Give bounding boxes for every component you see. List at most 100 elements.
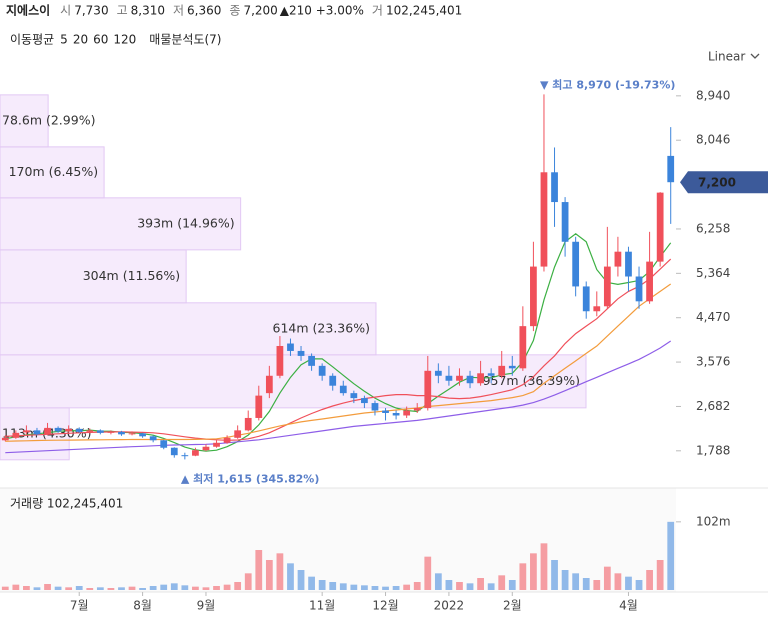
volume-bar bbox=[308, 576, 315, 590]
candle-body bbox=[139, 433, 146, 437]
candle-body bbox=[318, 365, 326, 376]
x-tick-label: 11월 bbox=[309, 599, 335, 613]
profile-label: 78.6m (2.99%) bbox=[2, 112, 95, 127]
volume-bar bbox=[382, 586, 389, 590]
candle-body bbox=[519, 326, 527, 369]
max-annotation: ▼ 최고 8,970 (-19.73%) bbox=[540, 77, 675, 91]
y-tick-label: 5,364 bbox=[696, 266, 730, 280]
candle-body bbox=[382, 410, 389, 413]
candle-body bbox=[508, 365, 516, 369]
volume-bar bbox=[329, 582, 337, 590]
header-label: 저 bbox=[173, 4, 184, 18]
y-tick-label: 8,940 bbox=[696, 88, 730, 102]
candle-body bbox=[413, 408, 421, 411]
volume-bar bbox=[466, 583, 474, 590]
candle-body bbox=[255, 395, 263, 418]
volume-bar bbox=[192, 586, 199, 590]
candle-body bbox=[403, 410, 411, 416]
volume-bar bbox=[434, 573, 442, 590]
legend-entry: 60 bbox=[93, 33, 108, 47]
volume-bar bbox=[1, 586, 9, 590]
volume-bar bbox=[593, 580, 601, 590]
volume-bar bbox=[139, 588, 146, 590]
profile-bar bbox=[0, 249, 187, 304]
volume-bar bbox=[582, 578, 590, 590]
volume-bar bbox=[477, 578, 484, 590]
volume-bar bbox=[54, 586, 62, 590]
volume-bar bbox=[646, 570, 653, 590]
volume-bar bbox=[508, 580, 516, 590]
volume-bar bbox=[265, 560, 273, 590]
y-tick-label: 4,470 bbox=[696, 310, 730, 324]
volume-bar bbox=[498, 575, 506, 590]
volume-bar bbox=[635, 580, 643, 590]
volume-bar bbox=[456, 582, 463, 590]
legend-title: 이동평균 bbox=[10, 33, 54, 47]
candle-body bbox=[86, 430, 94, 432]
candle-body bbox=[614, 251, 622, 267]
volume-bar bbox=[33, 587, 41, 590]
volume-bar bbox=[287, 563, 294, 590]
header-value: 8,310 bbox=[131, 4, 165, 18]
candle-body bbox=[181, 455, 189, 457]
volume-bar bbox=[350, 584, 358, 590]
y-tick-label: 3,576 bbox=[696, 355, 730, 369]
volume-bar bbox=[339, 583, 347, 590]
candle-body bbox=[540, 172, 548, 267]
x-tick-label: 8월 bbox=[133, 599, 152, 613]
volume-bar bbox=[572, 573, 580, 590]
candle-body bbox=[582, 286, 590, 312]
candle-body bbox=[276, 345, 284, 376]
y-tick-label: 1,788 bbox=[696, 443, 730, 457]
price-change: ▲210 +3.00% bbox=[280, 4, 364, 18]
y-tick-label: 6,258 bbox=[696, 221, 730, 235]
header-label: 거 bbox=[372, 4, 383, 18]
candle-body bbox=[149, 436, 157, 441]
candle-body bbox=[265, 375, 273, 394]
candle-body bbox=[170, 447, 178, 456]
volume-bar bbox=[371, 586, 379, 590]
x-tick-label: 9월 bbox=[197, 599, 216, 613]
volume-bar bbox=[667, 521, 675, 590]
profile-title: 매물분석도(7) bbox=[149, 33, 221, 47]
candle-body bbox=[434, 370, 442, 376]
stock-name: 지에스이 bbox=[6, 3, 50, 18]
scale-label[interactable]: Linear bbox=[708, 50, 745, 64]
scale-dropdown-arrow[interactable] bbox=[750, 53, 760, 59]
volume-bar bbox=[276, 553, 284, 590]
candle-body bbox=[656, 192, 664, 262]
candle-body bbox=[371, 403, 379, 411]
candle-body bbox=[498, 365, 506, 376]
volume-bar bbox=[392, 586, 400, 590]
header-value: 102,245,401 bbox=[386, 4, 462, 18]
profile-label: 614m (23.36%) bbox=[273, 320, 370, 335]
x-tick-label: 2022 bbox=[434, 599, 465, 613]
volume-bar bbox=[75, 586, 83, 590]
candle-body bbox=[392, 412, 400, 416]
header-value: 7,730 bbox=[74, 4, 108, 18]
candle-body bbox=[424, 370, 432, 409]
volume-bar bbox=[519, 563, 527, 590]
volume-bar bbox=[551, 560, 558, 590]
moving-average-line bbox=[5, 283, 672, 442]
volume-bar bbox=[487, 583, 495, 590]
volume-bar bbox=[603, 566, 611, 590]
header-label: 고 bbox=[117, 4, 128, 18]
volume-bar bbox=[149, 586, 157, 590]
candle-body bbox=[561, 202, 569, 242]
volume-bar bbox=[297, 570, 305, 590]
candle-body bbox=[33, 430, 41, 435]
legend-entry: 120 bbox=[113, 33, 136, 47]
profile-label: 393m (14.96%) bbox=[137, 215, 234, 230]
candle-body bbox=[160, 440, 168, 448]
candle-body bbox=[128, 433, 136, 435]
x-tick-label: 2월 bbox=[503, 599, 522, 613]
volume-bar bbox=[23, 586, 30, 590]
candle-body bbox=[308, 355, 315, 366]
min-annotation: ▲ 최저 1,615 (345.82%) bbox=[181, 471, 320, 485]
x-tick-label: 7월 bbox=[70, 599, 89, 613]
candle-body bbox=[223, 437, 231, 443]
y-tick-label: 2,682 bbox=[696, 399, 730, 413]
volume-bar bbox=[12, 584, 20, 590]
